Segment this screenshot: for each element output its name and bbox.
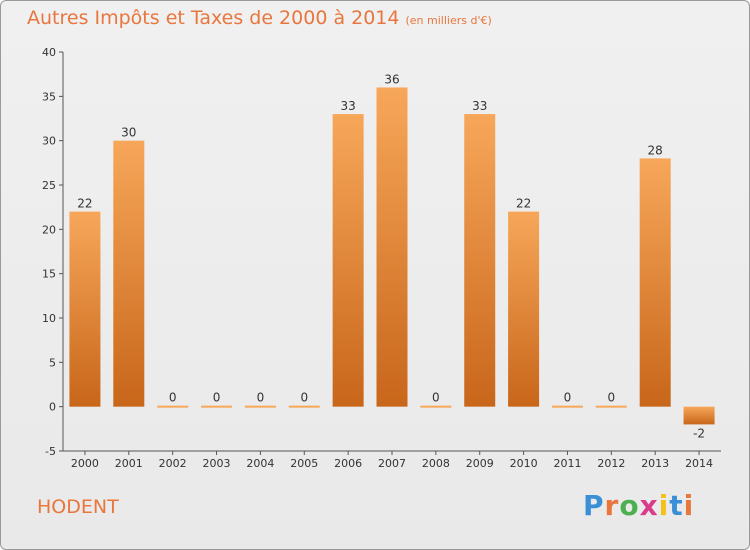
- x-tick-label: 2014: [685, 457, 713, 470]
- y-tick-label: 40: [42, 46, 56, 59]
- logo-letter: t: [669, 489, 684, 522]
- x-tick-label: 2012: [597, 457, 625, 470]
- y-tick-label: 35: [42, 90, 56, 103]
- bar-value-label: 22: [77, 197, 92, 211]
- location-name: HODENT: [37, 496, 119, 518]
- x-tick-label: 2007: [378, 457, 406, 470]
- bar: [683, 406, 715, 425]
- x-tick-label: 2001: [115, 457, 143, 470]
- bar-value-label: 30: [121, 126, 136, 140]
- bar-value-label: -2: [693, 426, 705, 440]
- logo-letter: o: [619, 489, 640, 522]
- bar-value-label: 0: [300, 391, 308, 405]
- bar-value-label: 22: [516, 197, 531, 211]
- y-tick-label: 10: [42, 312, 56, 325]
- logo-letter: i: [683, 489, 695, 522]
- y-tick-label: -5: [45, 445, 56, 458]
- bar: [595, 405, 627, 408]
- chart-title: Autres Impôts et Taxes de 2000 à 2014 (en…: [27, 7, 492, 29]
- bar: [639, 158, 671, 407]
- bar-value-label: 0: [169, 391, 177, 405]
- y-tick-label: 0: [49, 401, 56, 414]
- x-tick-label: 2008: [422, 457, 450, 470]
- x-tick-label: 2005: [290, 457, 318, 470]
- chart-unit: (en milliers d'€): [405, 14, 492, 27]
- y-tick-label: 5: [49, 356, 56, 369]
- bar: [157, 405, 189, 408]
- bar-value-label: 0: [432, 391, 440, 405]
- proxiti-logo: Proxiti: [583, 489, 694, 522]
- x-tick-label: 2002: [159, 457, 187, 470]
- y-tick-label: 25: [42, 179, 56, 192]
- logo-letter: i: [658, 489, 670, 522]
- logo-letter: P: [583, 489, 605, 522]
- bar: [201, 405, 233, 408]
- bar: [332, 114, 364, 407]
- logo-letter: r: [604, 489, 620, 522]
- y-tick-label: 30: [42, 135, 56, 148]
- x-tick-label: 2013: [641, 457, 669, 470]
- x-tick-label: 2000: [71, 457, 99, 470]
- bar-value-label: 28: [648, 143, 663, 157]
- bar: [420, 405, 452, 408]
- y-tick-label: 20: [42, 223, 56, 236]
- x-tick-label: 2011: [553, 457, 581, 470]
- bar: [244, 405, 276, 408]
- bar: [113, 140, 145, 407]
- bar-value-label: 0: [257, 391, 265, 405]
- bar: [69, 211, 101, 407]
- bar-value-label: 0: [608, 391, 616, 405]
- bar: [288, 405, 320, 408]
- bar: [376, 87, 408, 407]
- x-tick-label: 2003: [203, 457, 231, 470]
- bar: [508, 211, 540, 407]
- x-tick-label: 2004: [246, 457, 274, 470]
- x-tick-label: 2006: [334, 457, 362, 470]
- bar-value-label: 33: [340, 99, 355, 113]
- x-tick-label: 2009: [466, 457, 494, 470]
- logo-letter: x: [639, 489, 659, 522]
- bar-value-label: 0: [564, 391, 572, 405]
- bar-value-label: 36: [384, 72, 399, 86]
- bar-value-label: 0: [213, 391, 221, 405]
- bar: [464, 114, 496, 407]
- x-tick-label: 2010: [510, 457, 538, 470]
- bar: [551, 405, 583, 408]
- bar-value-label: 33: [472, 99, 487, 113]
- y-tick-label: 15: [42, 268, 56, 281]
